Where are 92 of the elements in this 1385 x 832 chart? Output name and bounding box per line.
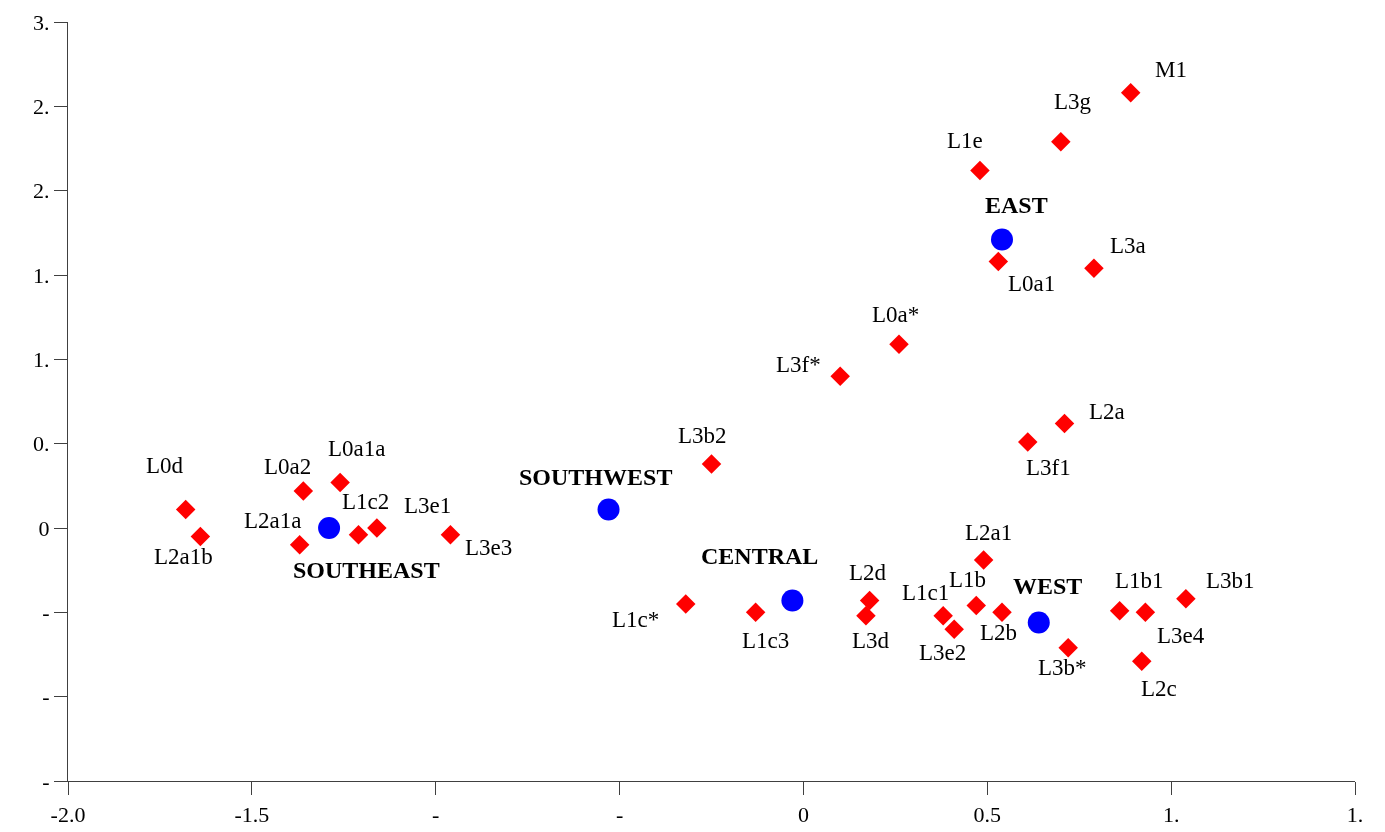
annotation: L3b2: [678, 423, 727, 448]
y-tick-label: 2.: [33, 178, 50, 204]
annotation: WEST: [1013, 573, 1083, 599]
annotation: M1: [1155, 57, 1187, 82]
annotation: L3e3: [465, 535, 513, 560]
point: [1051, 132, 1071, 152]
point: [318, 517, 341, 539]
y-tick-label: 1.: [33, 347, 50, 373]
point: [190, 526, 211, 547]
point: [970, 160, 990, 181]
y-tick-label: -: [42, 768, 50, 794]
annotation: L3a: [1110, 233, 1146, 258]
x-tick-label: -1.5: [234, 801, 270, 827]
annotation: L3e4: [1157, 623, 1205, 648]
point: [1054, 413, 1075, 434]
point: [293, 481, 314, 501]
point: [348, 525, 369, 545]
y-tick-label: -: [42, 684, 50, 710]
point: [701, 454, 722, 474]
annotation: L2a1a: [244, 508, 302, 533]
y-tick-label: 3.: [33, 9, 50, 35]
annotation: L1e: [947, 128, 983, 153]
x-tick-label: -: [615, 801, 624, 827]
point: [889, 334, 909, 354]
point: [991, 228, 1013, 251]
y-tick-label: 0: [38, 515, 50, 541]
y-tick-label: 0.: [33, 431, 50, 457]
point: [859, 590, 880, 611]
point: [1135, 602, 1156, 623]
annotation: L0a2: [264, 454, 312, 479]
x-tick-label: 0.5: [973, 801, 1002, 827]
point: [1058, 638, 1078, 658]
y-tick-label: -: [42, 600, 50, 626]
annotation: L3f*: [776, 352, 821, 377]
point: [440, 525, 461, 545]
point: [988, 251, 1009, 272]
point: [1131, 651, 1152, 671]
point: [1176, 589, 1196, 609]
point: [1084, 258, 1104, 278]
annotation: L1c1: [902, 580, 950, 605]
point: [289, 535, 310, 555]
point: [944, 619, 964, 639]
annotation: L3f1: [1026, 455, 1071, 480]
annotation: L0a1a: [328, 436, 386, 461]
annotation: L0a*: [872, 302, 920, 327]
annotation: L1c2: [342, 489, 390, 514]
point: [597, 498, 620, 521]
annotation: L0a1: [1008, 271, 1056, 296]
annotation: L3d: [852, 628, 890, 653]
annotation: L1b: [949, 567, 987, 592]
point: [1120, 83, 1141, 103]
point: [1017, 432, 1038, 452]
point: [330, 472, 350, 493]
x-tick-label: 0: [797, 801, 809, 827]
y-tick-label: 1.: [33, 262, 50, 288]
annotation: L1c*: [612, 607, 660, 632]
point: [992, 602, 1012, 623]
point: [676, 594, 696, 614]
annotation: L2d: [849, 560, 887, 585]
point: [830, 366, 850, 386]
annotation: L2a1b: [154, 544, 213, 569]
point: [367, 518, 387, 538]
annotation: L3b1: [1206, 568, 1255, 593]
point: [175, 499, 196, 520]
point: [781, 589, 804, 612]
annotation: L2a: [1089, 399, 1125, 424]
annotation: L3b*: [1038, 655, 1087, 680]
annotation: CENTRAL: [701, 543, 819, 569]
annotation: L3e2: [919, 640, 967, 665]
x-tick-label: 1.: [1346, 801, 1364, 827]
point: [1027, 611, 1050, 634]
x-tick-label: -2.0: [50, 801, 86, 827]
annotation: SOUTHWEST: [519, 464, 673, 490]
point: [1109, 600, 1130, 621]
annotation: L1b1: [1115, 568, 1164, 593]
point: [973, 550, 994, 570]
x-tick-label: 1.: [1162, 801, 1180, 827]
point: [856, 605, 876, 626]
point: [933, 605, 953, 626]
point: [745, 602, 766, 623]
annotation: SOUTHEAST: [293, 557, 440, 583]
annotation: L1c3: [742, 628, 790, 653]
annotation: L0d: [146, 453, 184, 478]
annotation: L3g: [1054, 89, 1092, 114]
point: [966, 595, 986, 616]
annotation: EAST: [985, 192, 1048, 218]
y-tick-label: 2.: [33, 94, 50, 120]
x-tick-label: -: [432, 801, 440, 827]
annotation: L2c: [1141, 676, 1177, 701]
annotation: L2b: [980, 620, 1018, 645]
annotation: L2a1: [965, 520, 1013, 545]
annotation: L3e1: [404, 493, 452, 518]
